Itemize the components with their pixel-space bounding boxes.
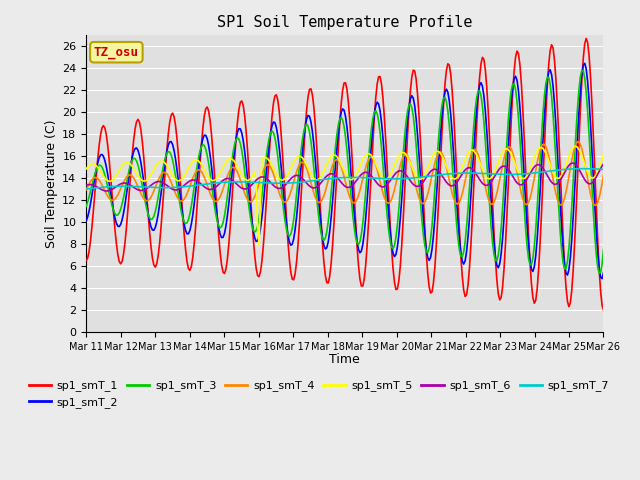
sp1_smT_2 bbox=[262, 169, 270, 175]
sp1_smT_6 bbox=[264, 177, 271, 182]
sp1_smT_7 bbox=[308, 178, 316, 184]
sp1_smT_3 bbox=[236, 141, 244, 146]
sp1_smT_1 bbox=[571, 240, 579, 245]
sp1_smT_1 bbox=[582, 36, 590, 41]
sp1_smT_7 bbox=[600, 167, 607, 172]
sp1_smT_4 bbox=[600, 172, 607, 178]
sp1_smT_4 bbox=[146, 196, 154, 202]
X-axis label: Time: Time bbox=[330, 353, 360, 366]
sp1_smT_5 bbox=[254, 226, 262, 231]
sp1_smT_3 bbox=[595, 270, 603, 276]
sp1_smT_4 bbox=[571, 144, 579, 150]
sp1_smT_4 bbox=[262, 162, 270, 168]
sp1_smT_5 bbox=[264, 156, 271, 162]
Legend: sp1_smT_1, sp1_smT_2, sp1_smT_3, sp1_smT_4, sp1_smT_5, sp1_smT_6, sp1_smT_7: sp1_smT_1, sp1_smT_2, sp1_smT_3, sp1_smT… bbox=[24, 376, 613, 412]
sp1_smT_5 bbox=[236, 169, 244, 175]
Text: TZ_osu: TZ_osu bbox=[94, 46, 139, 59]
Line: sp1_smT_7: sp1_smT_7 bbox=[86, 168, 604, 189]
sp1_smT_7 bbox=[571, 166, 579, 172]
sp1_smT_3 bbox=[83, 204, 90, 209]
sp1_smT_3 bbox=[600, 247, 607, 252]
Title: SP1 Soil Temperature Profile: SP1 Soil Temperature Profile bbox=[217, 15, 472, 30]
sp1_smT_2 bbox=[598, 276, 606, 281]
Line: sp1_smT_5: sp1_smT_5 bbox=[86, 146, 604, 245]
sp1_smT_4 bbox=[308, 185, 316, 191]
sp1_smT_1 bbox=[254, 273, 262, 278]
sp1_smT_3 bbox=[578, 67, 586, 73]
sp1_smT_2 bbox=[571, 187, 579, 193]
sp1_smT_2 bbox=[83, 218, 90, 224]
sp1_smT_7 bbox=[83, 186, 90, 192]
sp1_smT_6 bbox=[600, 161, 607, 167]
sp1_smT_5 bbox=[573, 144, 581, 150]
sp1_smT_1 bbox=[146, 228, 154, 234]
sp1_smT_1 bbox=[236, 99, 244, 105]
sp1_smT_5 bbox=[83, 166, 90, 172]
sp1_smT_4 bbox=[573, 139, 581, 144]
Line: sp1_smT_2: sp1_smT_2 bbox=[86, 63, 604, 278]
sp1_smT_3 bbox=[262, 155, 270, 160]
sp1_smT_3 bbox=[571, 152, 579, 158]
Line: sp1_smT_1: sp1_smT_1 bbox=[86, 38, 604, 310]
sp1_smT_6 bbox=[147, 182, 155, 188]
sp1_smT_5 bbox=[255, 242, 263, 248]
sp1_smT_4 bbox=[83, 187, 90, 193]
sp1_smT_4 bbox=[591, 203, 598, 208]
sp1_smT_2 bbox=[581, 60, 589, 66]
sp1_smT_1 bbox=[83, 258, 90, 264]
sp1_smT_3 bbox=[146, 215, 154, 221]
sp1_smT_1 bbox=[600, 307, 607, 313]
sp1_smT_7 bbox=[236, 179, 244, 185]
sp1_smT_5 bbox=[146, 174, 154, 180]
sp1_smT_3 bbox=[308, 151, 316, 156]
Line: sp1_smT_4: sp1_smT_4 bbox=[86, 142, 604, 205]
sp1_smT_2 bbox=[146, 218, 154, 224]
sp1_smT_6 bbox=[570, 160, 577, 166]
sp1_smT_6 bbox=[102, 188, 110, 194]
Line: sp1_smT_3: sp1_smT_3 bbox=[86, 70, 604, 273]
sp1_smT_6 bbox=[83, 182, 90, 188]
sp1_smT_2 bbox=[308, 129, 316, 134]
sp1_smT_2 bbox=[236, 126, 244, 132]
sp1_smT_5 bbox=[571, 144, 579, 149]
sp1_smT_5 bbox=[600, 152, 607, 158]
sp1_smT_5 bbox=[310, 176, 317, 181]
sp1_smT_6 bbox=[573, 164, 581, 170]
sp1_smT_2 bbox=[600, 270, 607, 276]
sp1_smT_7 bbox=[579, 166, 587, 171]
sp1_smT_2 bbox=[254, 238, 262, 244]
Line: sp1_smT_6: sp1_smT_6 bbox=[86, 163, 604, 191]
Y-axis label: Soil Temperature (C): Soil Temperature (C) bbox=[45, 120, 58, 248]
sp1_smT_1 bbox=[308, 92, 316, 97]
sp1_smT_7 bbox=[254, 180, 262, 185]
sp1_smT_4 bbox=[236, 177, 244, 183]
sp1_smT_6 bbox=[255, 175, 263, 181]
sp1_smT_4 bbox=[254, 185, 262, 191]
sp1_smT_6 bbox=[310, 185, 317, 191]
sp1_smT_7 bbox=[262, 180, 270, 186]
sp1_smT_1 bbox=[262, 200, 270, 205]
sp1_smT_7 bbox=[146, 184, 154, 190]
sp1_smT_3 bbox=[254, 223, 262, 228]
sp1_smT_6 bbox=[238, 185, 246, 191]
